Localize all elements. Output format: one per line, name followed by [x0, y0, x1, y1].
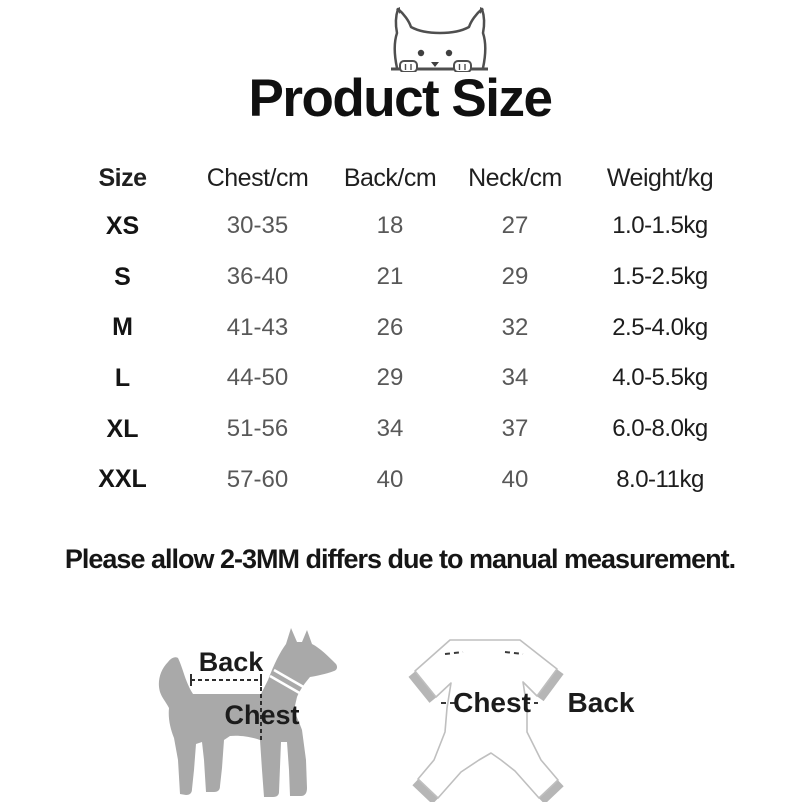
garment-chest-label: Chest: [453, 687, 531, 718]
back-cell: 34: [376, 415, 404, 443]
chest-cell: 44-50: [226, 364, 289, 392]
cat-svg: [391, 7, 488, 72]
dog-back-label: Back: [199, 647, 265, 677]
garment-back-label: Back: [568, 687, 635, 718]
table-row: S 36-40 21 29 1.5-2.5kg: [60, 252, 740, 303]
size-cell: L: [114, 363, 131, 392]
dog-silhouette-icon: Back Chest: [158, 628, 338, 797]
neck-cell: 40: [501, 465, 529, 493]
header-weight: Weight/kg: [606, 163, 714, 192]
neck-cell: 34: [501, 364, 529, 392]
header-size: Size: [98, 163, 147, 192]
back-cell: 18: [376, 212, 404, 240]
peeking-cat-icon: [390, 6, 490, 72]
weight-cell: 4.0-5.5kg: [612, 364, 708, 392]
chest-cell: 36-40: [226, 263, 289, 291]
chest-cell: 41-43: [226, 313, 289, 341]
size-table: Size Chest/cm Back/cm Neck/cm Weight/kg …: [60, 155, 740, 505]
weight-cell: 2.5-4.0kg: [612, 313, 708, 341]
weight-cell: 6.0-8.0kg: [612, 415, 708, 443]
chest-cell: 51-56: [226, 415, 289, 443]
dog-chest-label: Chest: [224, 700, 299, 730]
table-row: XL 51-56 34 37 6.0-8.0kg: [60, 404, 740, 455]
back-cell: 21: [376, 263, 404, 291]
neck-cell: 32: [501, 313, 529, 341]
table-row: L 44-50 29 34 4.0-5.5kg: [60, 353, 740, 404]
back-cell: 29: [376, 364, 404, 392]
table-row: XS 30-35 18 27 1.0-1.5kg: [60, 201, 740, 252]
table-header-row: Size Chest/cm Back/cm Neck/cm Weight/kg: [60, 155, 740, 201]
table-row: XXL 57-60 40 40 8.0-11kg: [60, 454, 740, 505]
page-title: Product Size: [248, 69, 553, 128]
header-chest: Chest/cm: [206, 163, 309, 192]
back-cell: 40: [376, 465, 404, 493]
size-cell: M: [112, 313, 133, 342]
size-cell: XXL: [98, 465, 147, 494]
size-cell: S: [114, 262, 131, 291]
table-row: M 41-43 26 32 2.5-4.0kg: [60, 302, 740, 353]
back-cell: 26: [376, 313, 404, 341]
weight-cell: 1.0-1.5kg: [612, 212, 708, 240]
garment-measurement-diagram: Chest Back: [405, 612, 655, 802]
garment-outline-icon: Chest Back: [408, 639, 635, 802]
neck-cell: 37: [501, 415, 529, 443]
neck-cell: 29: [501, 263, 529, 291]
chest-cell: 30-35: [226, 212, 289, 240]
size-cell: XS: [105, 211, 140, 240]
dog-measurement-diagram: Back Chest: [140, 610, 380, 800]
header-neck: Neck/cm: [468, 163, 562, 192]
size-cell: XL: [106, 414, 139, 443]
weight-cell: 8.0-11kg: [616, 465, 704, 493]
measurement-note: Please allow 2-3MM differs due to manual…: [64, 544, 736, 574]
weight-cell: 1.5-2.5kg: [612, 263, 708, 291]
neck-cell: 27: [501, 212, 529, 240]
chest-cell: 57-60: [226, 465, 289, 493]
header-back: Back/cm: [343, 163, 437, 192]
